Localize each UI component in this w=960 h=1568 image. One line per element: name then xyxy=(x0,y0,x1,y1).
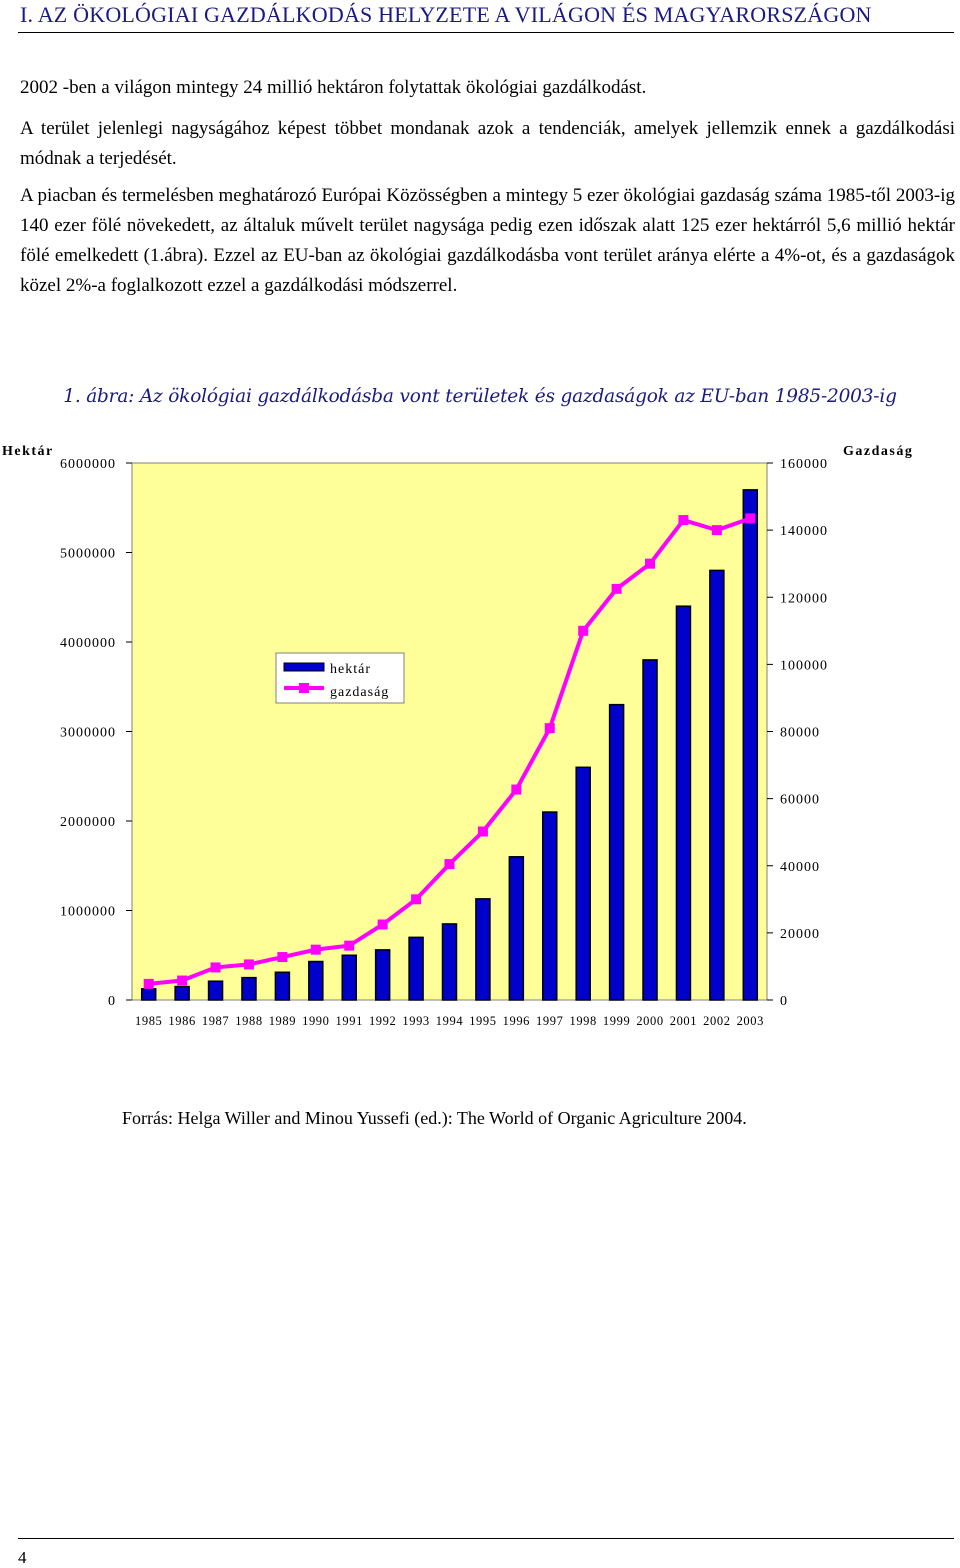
bar-hektar xyxy=(742,489,759,1001)
point-gazdasag xyxy=(511,784,522,795)
x-axis-tick-label: 1991 xyxy=(336,1014,363,1028)
point-gazdasag xyxy=(344,940,355,951)
right-axis-tick-label: 60000 xyxy=(780,793,820,808)
left-axis-tick-label: 4000000 xyxy=(60,636,116,651)
point-gazdasag xyxy=(711,525,722,536)
point-gazdasag xyxy=(377,919,388,930)
x-axis-tick-label: 1996 xyxy=(503,1014,530,1028)
right-axis-tick-label: 160000 xyxy=(780,457,828,472)
x-axis-tick-label: 2000 xyxy=(636,1014,663,1028)
paragraph-1: 2002 -ben a világon mintegy 24 millió he… xyxy=(20,77,647,98)
point-gazdasag xyxy=(210,962,221,973)
page-number: 4 xyxy=(18,1548,27,1567)
x-axis-tick-label: 1989 xyxy=(269,1014,296,1028)
bar-hektar xyxy=(341,954,357,1001)
x-axis-tick-label: 1990 xyxy=(302,1014,329,1028)
bar-hektar xyxy=(308,960,324,1001)
legend-label-gazdasag: gazdaság xyxy=(330,685,389,700)
combo-chart: 6000000500000040000003000000200000010000… xyxy=(2,444,913,1028)
x-axis-tick-label: 1999 xyxy=(603,1014,630,1028)
left-axis-tick-label: 2000000 xyxy=(60,815,116,830)
legend-label-hektar: hektár xyxy=(330,662,371,677)
heading-divider xyxy=(18,32,954,33)
legend-swatch-hektar xyxy=(283,662,325,672)
plot-area xyxy=(131,462,768,1001)
figure-caption: 1. ábra: Az ökológiai gazdálkodásba vont… xyxy=(63,386,897,407)
right-axis-tick-label: 0 xyxy=(780,994,788,1009)
bar-hektar xyxy=(274,971,291,1001)
point-gazdasag xyxy=(477,826,488,837)
x-axis-tick-label: 1988 xyxy=(235,1014,262,1028)
x-axis-tick-label: 2002 xyxy=(703,1014,730,1028)
point-gazdasag xyxy=(578,625,589,636)
right-axis-tick-label: 140000 xyxy=(780,524,828,539)
x-axis-tick-label: 2003 xyxy=(737,1014,764,1028)
point-gazdasag xyxy=(678,515,689,526)
point-gazdasag xyxy=(611,583,622,594)
bar-hektar xyxy=(241,976,257,1001)
bar-hektar xyxy=(374,949,391,1001)
x-axis-tick-label: 1994 xyxy=(436,1014,464,1028)
bar-hektar xyxy=(408,936,424,1001)
left-axis-tick-label: 1000000 xyxy=(60,905,116,920)
point-gazdasag xyxy=(544,723,555,734)
bar-hektar xyxy=(608,703,625,1001)
left-axis-tick-label: 3000000 xyxy=(60,726,116,741)
legend-box xyxy=(275,652,405,704)
point-gazdasag xyxy=(645,558,656,569)
point-gazdasag xyxy=(411,894,422,905)
paragraph-3: A piacban és termelésben meghatározó Eur… xyxy=(20,185,955,296)
x-axis-tick-label: 1992 xyxy=(369,1014,396,1028)
bar-hektar xyxy=(207,980,224,1001)
paragraph-2: A terület jelenlegi nagyságához képest t… xyxy=(20,118,955,169)
bar-hektar xyxy=(542,811,558,1001)
legend-swatch-marker-gazdasag xyxy=(299,683,309,693)
left-axis-tick-label: 6000000 xyxy=(60,457,116,472)
section-heading: I. AZ ÖKOLÓGIAI GAZDÁLKODÁS HELYZETE A V… xyxy=(20,2,872,27)
bar-hektar xyxy=(575,766,591,1001)
right-axis-title: Gazdaság xyxy=(843,444,913,459)
right-axis-tick-label: 80000 xyxy=(780,726,820,741)
x-axis-tick-label: 1998 xyxy=(569,1014,596,1028)
point-gazdasag xyxy=(277,952,288,963)
x-axis-tick-label: 1995 xyxy=(469,1014,496,1028)
x-axis-tick-label: 1987 xyxy=(202,1014,229,1028)
right-axis-tick-label: 100000 xyxy=(780,658,828,673)
bar-hektar xyxy=(475,898,491,1001)
left-axis-title: Hektár xyxy=(2,444,54,459)
point-gazdasag xyxy=(310,944,321,955)
bar-hektar xyxy=(709,569,725,1001)
point-gazdasag xyxy=(745,513,756,524)
right-axis-tick-label: 120000 xyxy=(780,591,828,606)
point-gazdasag xyxy=(177,975,188,986)
point-gazdasag xyxy=(243,959,254,970)
right-axis-tick-label: 20000 xyxy=(780,927,820,942)
bar-hektar xyxy=(675,605,692,1001)
x-axis-tick-label: 1986 xyxy=(168,1014,195,1028)
bar-hektar xyxy=(642,659,658,1001)
x-axis-tick-label: 1993 xyxy=(402,1014,429,1028)
figure-source: Forrás: Helga Willer and Minou Yussefi (… xyxy=(122,1108,747,1128)
left-axis-tick-label: 5000000 xyxy=(60,547,116,562)
bar-hektar xyxy=(508,856,525,1001)
bar-hektar xyxy=(441,923,458,1001)
footer-divider xyxy=(18,1538,954,1539)
right-axis-tick-label: 40000 xyxy=(780,860,820,875)
point-gazdasag xyxy=(143,978,154,989)
x-axis-tick-label: 1997 xyxy=(536,1014,563,1028)
point-gazdasag xyxy=(444,859,455,870)
x-axis-tick-label: 2001 xyxy=(670,1014,697,1028)
bar-hektar xyxy=(140,988,157,1001)
x-axis-tick-label: 1985 xyxy=(135,1014,162,1028)
left-axis-tick-label: 0 xyxy=(108,994,116,1009)
bar-hektar xyxy=(174,985,190,1001)
